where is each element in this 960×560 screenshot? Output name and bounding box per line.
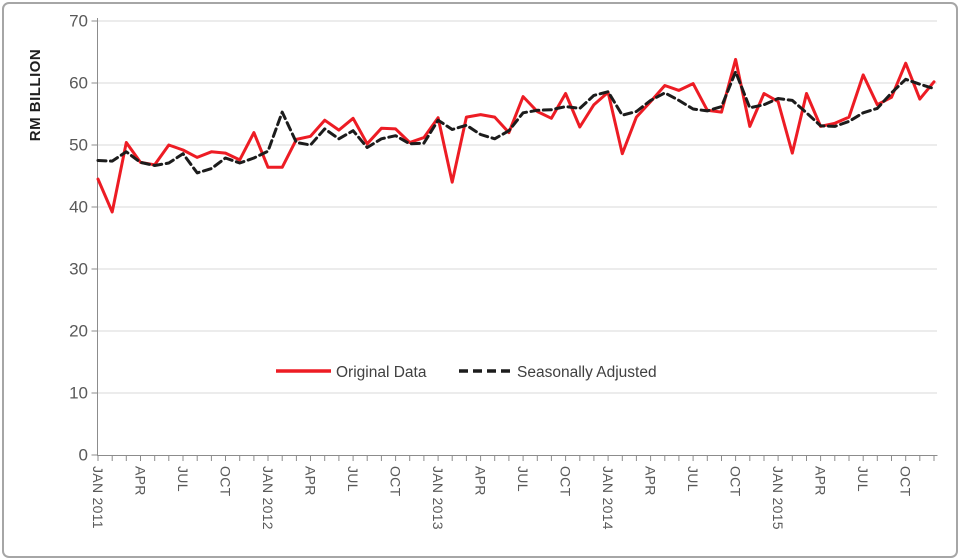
y-axis-title: RM BILLION: [27, 49, 44, 142]
x-tick-label: APR: [303, 466, 319, 496]
y-axis: 0 10 20 30 40 50 60 70: [69, 12, 98, 465]
x-tick-label: JUL: [515, 466, 531, 492]
y-tick-label: 60: [69, 74, 88, 93]
plot-series: [96, 57, 936, 214]
x-tick-label: JUL: [175, 466, 191, 492]
x-tick-label: JUL: [345, 466, 361, 492]
gridlines: [97, 20, 937, 394]
legend-adjusted-label: Seasonally Adjusted: [517, 364, 657, 381]
y-tick-label: 20: [69, 322, 88, 341]
x-tick-label: OCT: [728, 466, 744, 497]
x-tick-label: APR: [473, 466, 489, 496]
y-tick-label: 30: [69, 260, 88, 279]
x-tick-label: OCT: [218, 466, 234, 497]
y-tick-label: 0: [79, 446, 88, 465]
y-tick-label: 50: [69, 136, 88, 155]
x-tick-label: JAN 2011: [90, 466, 106, 529]
x-tick-label: JUL: [685, 466, 701, 492]
legend-original-label: Original Data: [336, 364, 427, 381]
x-axis: JAN 2011 APR JUL OCT JAN 2012 APR JUL OCT JAN 20…: [90, 455, 938, 530]
x-tick-label: APR: [813, 466, 829, 496]
x-tick-label: OCT: [898, 466, 914, 497]
legend: Original Data Seasonally Adjusted: [276, 364, 657, 381]
original-data-line: [96, 57, 936, 214]
x-tick-label: OCT: [558, 466, 574, 497]
x-tick-label: JAN 2015: [770, 466, 786, 530]
x-tick-label: APR: [643, 466, 659, 496]
y-tick-label: 10: [69, 384, 88, 403]
x-tick-label: APR: [133, 466, 149, 496]
x-tick-label: JAN 2013: [430, 466, 446, 530]
y-tick-label: 40: [69, 198, 88, 217]
seasonally-adjusted-line: [96, 70, 936, 175]
x-tick-label: JUL: [855, 466, 871, 492]
x-tick-label: JAN 2012: [260, 466, 276, 530]
x-tick-label: JAN 2014: [600, 466, 616, 530]
y-tick-label: 70: [69, 12, 88, 31]
x-tick-label: OCT: [388, 466, 404, 497]
